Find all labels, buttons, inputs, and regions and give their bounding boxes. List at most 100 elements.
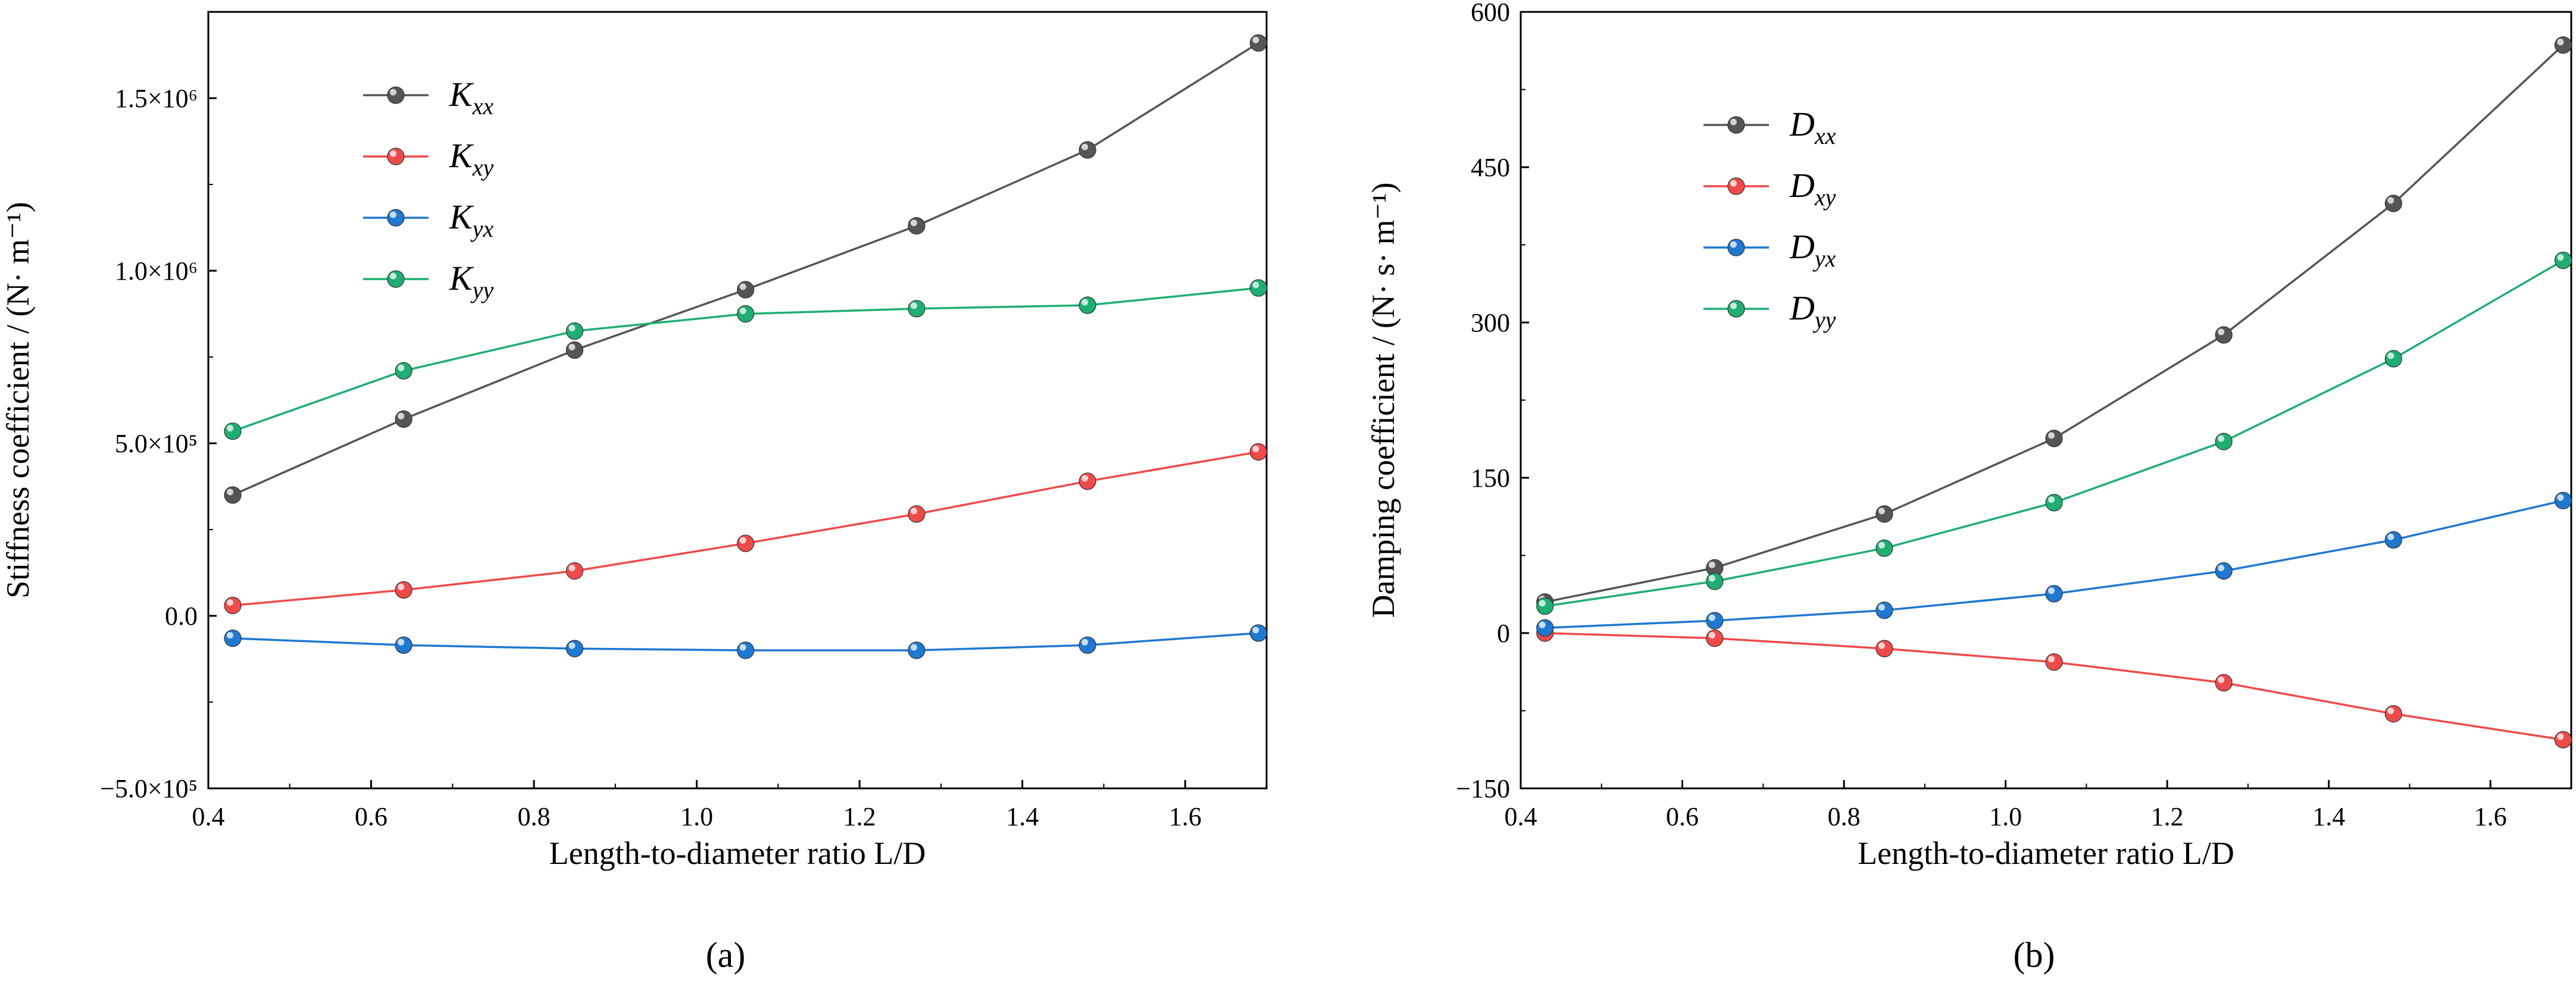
legend-marker [1727,239,1745,256]
data-point [395,636,412,654]
data-point [1536,619,1554,637]
data-point [737,534,755,552]
legend-label: Dxx [1789,105,1836,149]
x-tick-label: 0.6 [1666,802,1699,831]
data-point [737,305,755,323]
data-point [1875,539,1893,557]
data-point [2554,36,2572,54]
data-point [2215,433,2233,450]
data-point [2384,195,2402,212]
x-tick-label: 1.6 [1169,802,1202,831]
series-Kxx [224,34,1267,504]
data-point [2045,430,2063,447]
legend: Kxx Kxy Kyx Kyy [363,75,493,303]
legend-item: Dxx [1703,105,1836,149]
y-tick-label: 1.5×10⁶ [115,84,198,113]
series-line [232,42,1259,496]
axis-frame [1520,11,2572,790]
y-tick-label: 450 [1471,153,1510,182]
legend: Dxx Dxy Dyx Dyy [1703,105,1836,333]
legend-marker [1727,300,1745,318]
series-line [1545,499,2564,630]
data-point [2045,585,2063,603]
x-axis-label: Length-to-diameter ratio L/D [1858,835,2234,871]
data-point [224,422,242,440]
series-line [1545,632,2564,741]
legend-item: Dyx [1703,227,1836,272]
data-point [224,596,242,615]
data-point [1706,559,1724,577]
data-point [565,322,584,340]
data-point [737,281,755,299]
y-tick-label: 0.0 [165,602,198,631]
legend-marker [387,209,405,227]
legend-item: Kxy [363,136,493,181]
data-point [2554,491,2572,509]
series-line [1545,44,2564,603]
data-point [1078,472,1096,490]
data-point [2215,326,2233,344]
data-point [1875,640,1893,657]
y-tick-label: −150 [1456,774,1510,803]
x-tick-label: 1.4 [2312,802,2345,831]
x-tick-label: 0.6 [355,802,387,831]
data-point [1706,612,1724,630]
y-tick-label: 0 [1497,619,1510,648]
legend-label: Dyx [1789,227,1836,272]
legend-label: Dyy [1789,289,1836,333]
data-point [2384,350,2402,368]
x-tick-label: 1.2 [2151,802,2184,831]
series-Dyx [1536,491,2572,637]
data-point [1706,630,1724,647]
data-point [1078,296,1096,314]
data-point [395,581,412,599]
x-tick-label: 0.8 [518,802,551,831]
data-point [1249,443,1267,461]
data-point [2045,653,2063,671]
data-point [908,300,926,318]
data-point [2384,531,2402,549]
data-point [565,640,584,657]
legend-marker [1727,116,1745,134]
data-point [224,486,242,504]
data-point [1249,624,1267,642]
axis-frame [207,11,1268,790]
y-axis-label: Stiffness coefficient / (N· m⁻¹) [0,202,36,599]
series-Kyx [224,624,1267,659]
x-tick-label: 0.8 [1828,802,1861,831]
series-Dxx [1536,36,2572,611]
data-point [2215,674,2233,692]
data-point [1875,505,1893,523]
x-axis-label: Length-to-diameter ratio L/D [549,835,926,871]
legend-label: Kyy [449,259,493,303]
x-tick-label: 1.0 [1989,802,2022,831]
legend-item: Kyx [363,198,493,242]
data-point [395,362,412,380]
data-point [1249,34,1267,52]
data-point [908,505,926,523]
data-point [2045,494,2063,512]
series-Dxy [1536,624,2572,749]
y-tick-label: −5.0×10⁵ [100,774,198,803]
legend-label: Dxy [1789,166,1836,211]
data-point [395,410,412,428]
data-point [1875,602,1893,619]
figure-caption: (b) [2014,935,2055,975]
data-point [1078,636,1096,654]
series-Kxy [224,443,1267,615]
y-tick-label: 150 [1471,464,1510,493]
data-point [2384,705,2402,723]
legend-marker [387,86,405,104]
legend-marker [387,148,405,165]
legend-item: Dxy [1703,166,1836,211]
data-point [2215,562,2233,580]
data-point [1249,279,1267,297]
y-axis-label: Damping coefficient / (N· s· m⁻¹) [1365,183,1401,618]
data-point [737,641,755,659]
legend-item: Kyy [363,259,493,303]
data-point [2554,252,2572,270]
data-point [565,341,584,359]
legend-item: Dyy [1703,289,1836,333]
legend-item: Kxx [363,75,493,120]
